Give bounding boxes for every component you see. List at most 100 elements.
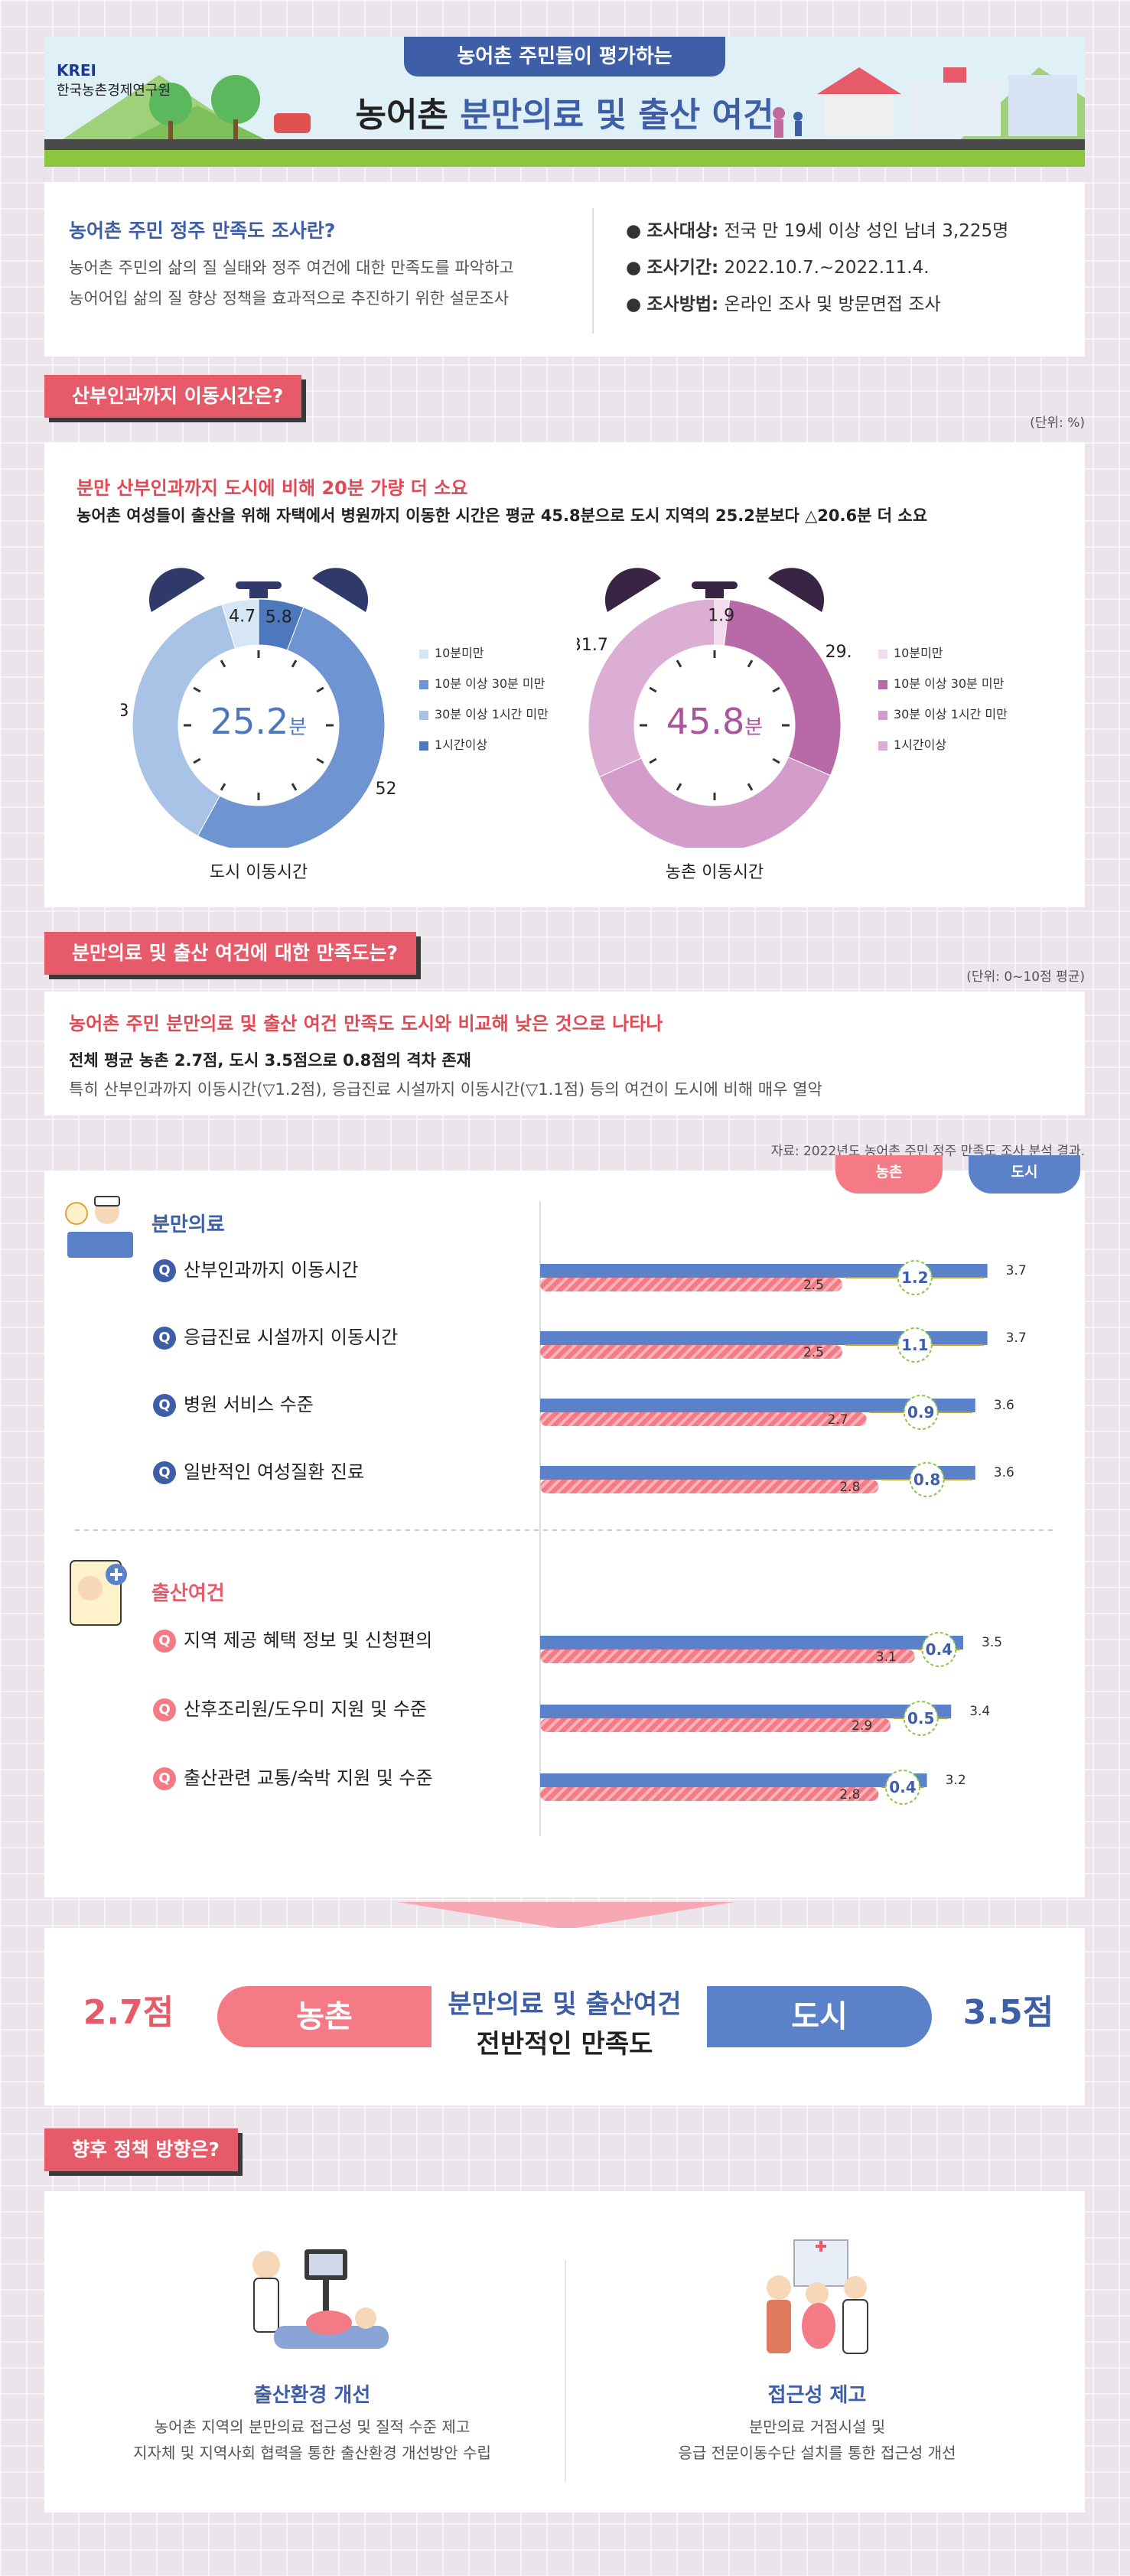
rural-value-label: 2.9 (852, 1718, 872, 1734)
rural-value-label: 2.5 (803, 1278, 824, 1293)
survey-period: ● 조사기간: 2022.10.7.~2022.11.4. (626, 258, 930, 278)
clock-tick (649, 686, 657, 693)
survey-description-2: 농어어입 삶의 질 향상 정책을 효과적으로 추진하기 위한 설문조사 (69, 289, 510, 308)
down-arrow (398, 1902, 734, 1930)
clipboard-icon (70, 1560, 127, 1626)
rural-bar (540, 1412, 867, 1426)
policy-left-line-2: 지자체 및 지역사회 협력을 통한 출산환경 개선방안 수립 (133, 2444, 491, 2462)
clock-tick (747, 659, 754, 668)
question-row-4: Q 일반적인 여성질환 진료 (153, 1457, 364, 1484)
city-clock-chart: 5.8 52.2 37.3 4.7 (121, 568, 396, 848)
city-value-label: 3.7 (1006, 1330, 1027, 1346)
clock-tick (193, 686, 201, 693)
satisfaction-line-1: 전체 평균 농촌 2.7점, 도시 3.5점으로 0.8점의 격차 존재 (69, 1051, 471, 1070)
q-icon: Q (153, 1630, 176, 1653)
section-tag-satisfaction: 분만의료 및 출산 여건에 대한 만족도는? (44, 932, 417, 975)
city-bar (540, 1466, 975, 1480)
clock-tick (220, 659, 226, 668)
city-bar (540, 1705, 952, 1718)
travel-card: 분만 산부인과까지 도시에 비해 20분 가량 더 소요 농어촌 여성들이 출산… (44, 442, 1085, 907)
q-icon: Q (153, 1259, 176, 1282)
travel-description: 농어촌 여성들이 출산을 위해 자택에서 병원까지 이동한 시간은 평균 45.… (77, 506, 928, 525)
rural-caption: 농촌 이동시간 (665, 863, 764, 882)
gap-badge (903, 1395, 939, 1430)
clock-tick (316, 686, 324, 693)
gap-badge (921, 1632, 957, 1667)
city-label-pill: 도시 (707, 1986, 932, 2047)
survey-method: ● 조사방법: 온라인 조사 및 방문면접 조사 (626, 295, 941, 314)
travel-unit: (단위: %) (1030, 415, 1085, 431)
header-banner: KREI 한국농촌경제연구원 농어촌 주민들이 평가하는 농어촌 분만의료 및 … (44, 37, 1085, 167)
question-row-7: Q 출산관련 교통/숙박 지원 및 수준 (153, 1763, 433, 1790)
gap-value-label: 0.9 (907, 1403, 934, 1422)
satisfaction-intro-card: 농어촌 주민 분만의료 및 출산 여건 만족도 도시와 비교해 낮은 것으로 나… (44, 992, 1085, 1115)
divider (565, 2260, 566, 2482)
gap-value-label: 0.8 (913, 1470, 940, 1489)
question-row-5: Q 지역 제공 혜택 정보 및 신청편의 (153, 1625, 432, 1653)
rural-value-label: 2.8 (839, 1480, 860, 1495)
survey-heading: 농어촌 주민 정주 만족도 조사란? (69, 220, 336, 242)
city-legend-4: 1시간이상 (419, 734, 487, 753)
divider (592, 208, 594, 334)
gap-value-label: 1.2 (901, 1268, 928, 1287)
question-row-2: Q 응급진료 시설까지 이동시간 (153, 1322, 398, 1350)
rural-legend-2: 10분 이상 30분 미만 (878, 673, 1004, 692)
satisfaction-bar-chart: 3.7 2.5 1.2 3.7 2.5 1.1 3.6 2.7 0.9 3.6 2.8 0.8 3.5 3… (75, 1201, 1054, 1836)
ground (44, 150, 1085, 167)
gap-value-label: 0.5 (907, 1709, 934, 1728)
page-title: 농어촌 분만의료 및 출산 여건 (355, 96, 774, 135)
satisfaction-chart-card: 농촌 도시 분만의료 출산여건 Q 산부인과까지 이동시간 Q 응급진료 시설까지 … (44, 1155, 1085, 1897)
rural-center-value: 45.8분 (666, 701, 764, 742)
legend-city: 도시 (969, 1155, 1080, 1194)
q-icon: Q (153, 1394, 176, 1417)
rural-bar (540, 1345, 842, 1359)
clock-tick (220, 783, 226, 791)
gap-badge (903, 1701, 939, 1736)
clock-tick (291, 783, 298, 791)
rural-bar (540, 1718, 891, 1732)
legend-rural: 농촌 (835, 1155, 943, 1194)
satisfaction-unit: (단위: 0~10점 평균) (966, 969, 1085, 985)
rural-legend-4: 1시간이상 (878, 734, 946, 753)
question-row-1: Q 산부인과까지 이동시간 (153, 1255, 358, 1282)
city-value-label: 3.6 (994, 1465, 1014, 1480)
gap-value-label: 0.4 (889, 1778, 916, 1796)
policy-right-line-2: 응급 전문이동수단 설치를 통한 접근성 개선 (678, 2444, 956, 2462)
rural-bar (540, 1787, 879, 1801)
clock-tick (193, 757, 201, 764)
ultrasound-illustration-icon (252, 2249, 389, 2349)
rural-bar (540, 1480, 879, 1493)
travel-headline: 분만 산부인과까지 도시에 비해 20분 가량 더 소요 (77, 477, 468, 499)
gap-badge (909, 1462, 945, 1497)
rural-value-label: 2.8 (839, 1787, 860, 1803)
policy-left-title: 출산환경 개선 (253, 2384, 371, 2407)
clock-tick (649, 757, 657, 764)
rural-value-label: 2.7 (828, 1412, 848, 1428)
rural-value-label: 2.5 (803, 1345, 824, 1360)
policy-right-line-1: 분만의료 거점시설 및 (748, 2418, 886, 2436)
section-tag-travel: 산부인과까지 이동시간은? (44, 375, 302, 418)
rural-value-label: 3.1 (876, 1649, 897, 1665)
gap-badge (885, 1770, 920, 1805)
survey-target: ● 조사대상: 전국 만 19세 이상 성인 남녀 3,225명 (626, 221, 1009, 241)
city-legend-1: 10분미만 (419, 643, 484, 661)
survey-info-card: 농어촌 주민 정주 만족도 조사란? 농어촌 주민의 삶의 질 실태와 정주 여… (44, 182, 1085, 357)
clock-tick (316, 757, 324, 764)
road (44, 139, 1085, 150)
city-value-label: 3.5 (982, 1635, 1002, 1650)
summary-middle-2: 전반적인 만족도 (476, 2029, 653, 2060)
rural-score: 2.7점 (83, 1993, 174, 2032)
clock-tick (291, 659, 298, 668)
city-slice-label: 37.3 (121, 702, 129, 721)
summary-card: 2.7점 농촌 분만의료 및 출산여건 전반적인 만족도 도시 3.5점 (44, 1928, 1085, 2105)
city-bar (540, 1399, 975, 1412)
summary-middle-1: 분만의료 및 출산여건 (448, 1989, 682, 2020)
q-icon: Q (153, 1327, 176, 1350)
category-delivery-care: 분만의료 (151, 1213, 225, 1236)
header-illustration (44, 67, 1085, 151)
question-row-6: Q 산후조리원/도우미 지원 및 수준 (153, 1694, 427, 1721)
rural-slice-label: 1.9 (708, 606, 734, 625)
section-tag-policy: 향후 정책 방향은? (44, 2128, 238, 2171)
gap-value-label: 0.4 (926, 1640, 953, 1659)
city-legend-2: 10분 이상 30분 미만 (419, 673, 545, 692)
